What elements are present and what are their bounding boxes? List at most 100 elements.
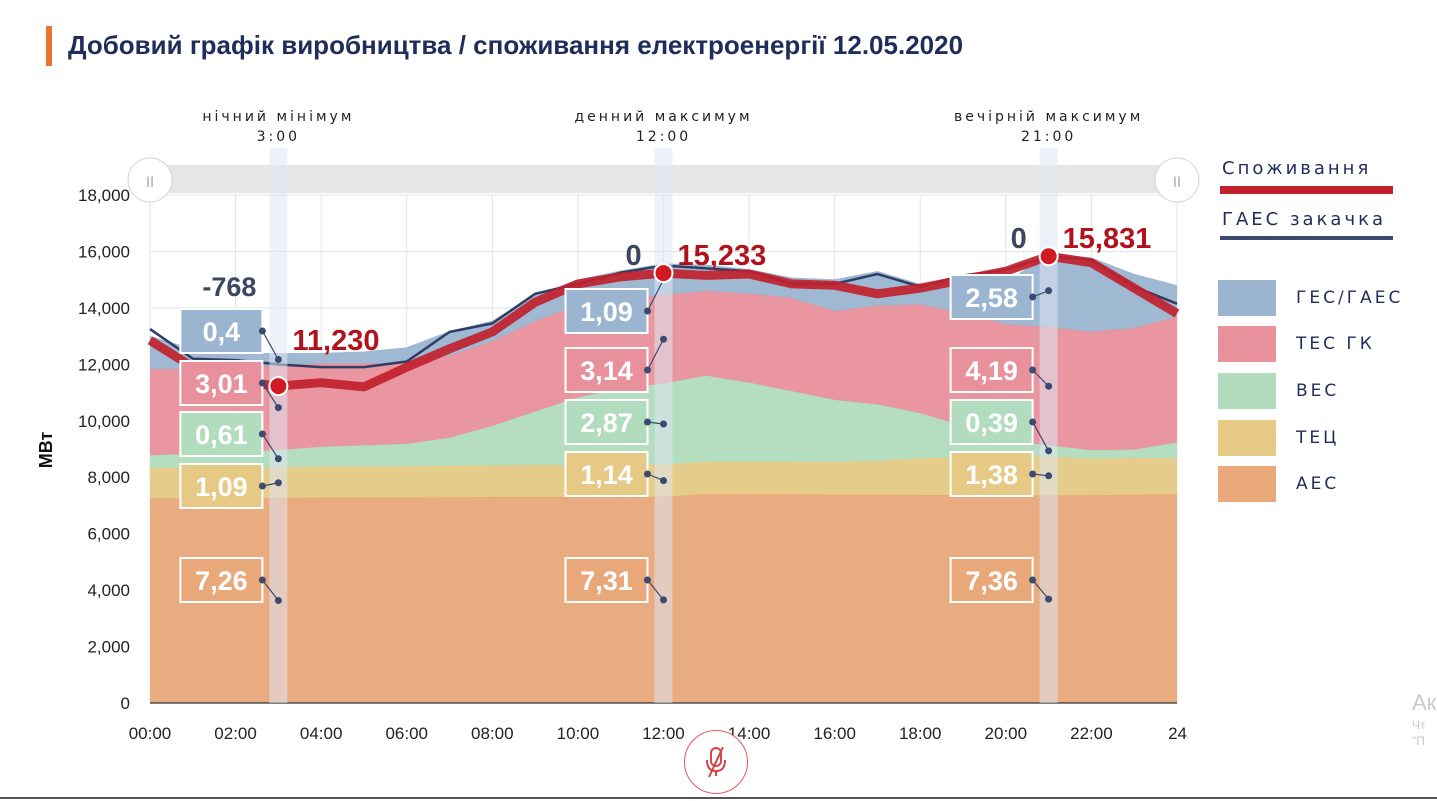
range-handle-left-grip: II [146,175,154,191]
leader-line [646,338,665,371]
leader-dot-end [274,404,282,412]
leader-line [647,579,664,601]
value-box [564,557,649,603]
value-box-label: 4,19 [965,356,1018,386]
range-handle-left [127,157,173,203]
leader-dot-start [258,482,266,490]
mic-off-icon [706,746,726,778]
leader-dot-start [644,366,651,374]
value-box-label: 0,39 [965,408,1018,438]
leader-line [261,433,279,460]
x-tick-label: 16:00 [813,724,856,743]
value-box [564,347,649,393]
consumption-point [653,263,674,284]
marker-title: денний максимум [574,109,752,125]
x-tick-label: 12:00 [642,724,685,743]
leader-dot-start [644,307,651,315]
leader-dot-start [258,430,266,438]
leader-dot-end [660,420,667,428]
value-box [179,360,264,406]
leader-line [1032,369,1050,387]
consumption-point [1038,246,1059,267]
leader-dot-start [1029,418,1037,426]
legend-swatch-ges [1218,280,1276,316]
range-handle-right [1154,157,1200,203]
side-notification-text: Ак Чт "П [1412,690,1437,748]
page-title: Добовий графік виробництва / споживання … [68,30,964,60]
marker-time: 3:00 [257,129,300,145]
x-tick-label: 04:00 [300,724,343,743]
legend-consumption-line [1220,186,1393,194]
y-tick-label: 14,000 [78,299,130,318]
y-tick-label: 10,000 [78,412,130,431]
y-tick-label: 0 [121,694,130,713]
leader-dot-start [258,327,266,335]
title-accent-bar [46,26,52,66]
leader-dot-end [660,477,667,485]
legend-gaes-pump-line [1220,236,1393,240]
value-box-label: 1,09 [195,472,248,502]
y-axis-label: МВт [36,432,56,469]
value-box-label: 7,31 [580,566,633,596]
leader-dot-start [1029,576,1037,584]
legend-item-ges: ГЕС/ГАЕС [1218,280,1403,316]
legend-swatch-aes [1218,466,1276,502]
value-box [564,451,649,497]
leader-dot-end [1045,472,1053,480]
value-box-label: 3,01 [195,369,248,399]
value-box-label: 7,26 [195,566,248,596]
y-tick-label: 4,000 [87,581,130,600]
consumption-value-label: 11,230 [292,325,379,357]
legend-item-ves: ВЕС [1218,373,1339,409]
leader-dot-start [1029,366,1037,374]
side-text-line1: Чт [1412,718,1426,732]
legend-label-aes: АЕС [1296,474,1340,494]
value-box-label: 7,36 [965,566,1018,596]
mic-off-button[interactable] [684,730,748,794]
y-tick-label: 2,000 [87,638,130,657]
leader-dot-end [274,356,282,364]
value-box [179,411,264,457]
leader-dot-start [1029,470,1037,478]
value-box-label: 1,14 [580,460,633,490]
legend-label-ves: ВЕС [1296,381,1340,401]
legend-label-tec: ТЕЦ [1296,428,1340,448]
leader-dot-end [660,596,667,604]
leader-line [261,579,279,601]
value-box-label: 2,58 [965,283,1018,313]
legend-gaes-pump-label: ГАЕС закачка [1222,209,1386,230]
leader-dot-start [644,418,651,426]
side-text-main: Ак [1412,690,1437,715]
legend-item-aes: АЕС [1218,466,1339,502]
leader-dot-end [274,455,282,463]
leader-dot-end [1045,595,1053,603]
x-tick-label: 08:00 [471,724,514,743]
consumption-value-label: 15,831 [1063,223,1152,255]
value-box-label: 3,14 [580,356,633,386]
marker-time: 21:00 [1021,129,1076,145]
legend-swatch-tes [1218,326,1276,362]
value-box [179,557,264,603]
value-box [949,274,1034,320]
consumption-value-label: 15,233 [678,240,767,272]
pump-value-label: -768 [202,272,256,302]
value-box [949,451,1034,497]
x-tick-label: 00:00 [129,724,172,743]
marker-time: 12:00 [636,129,691,145]
leader-dot-start [1029,293,1037,301]
y-tick-label: 18,000 [78,186,130,205]
x-tick-label: 20:00 [985,724,1028,743]
marker-band [269,148,288,703]
value-box-label: 0,61 [195,420,248,450]
leader-dot-end [1045,382,1053,390]
leader-dot-start [644,576,651,584]
value-box [949,399,1034,445]
marker-title: вечірній максимум [954,109,1143,125]
x-tick-label: 02:00 [214,724,257,743]
leader-dot-end [274,479,282,487]
pump-value-label: 0 [626,240,642,272]
consumption-point [268,376,289,397]
value-box [179,463,264,509]
leader-line [261,382,279,408]
value-box [179,308,264,354]
